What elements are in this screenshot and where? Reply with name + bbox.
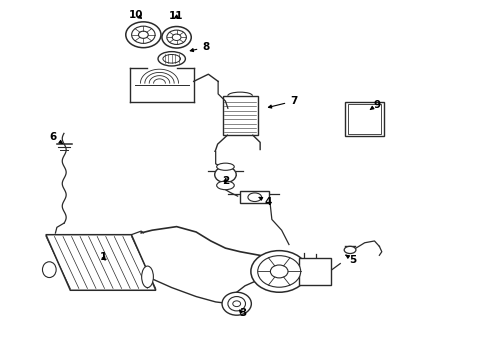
Ellipse shape bbox=[43, 262, 56, 278]
Text: 6: 6 bbox=[50, 132, 62, 144]
Polygon shape bbox=[46, 235, 156, 290]
Text: 11: 11 bbox=[169, 11, 183, 21]
Ellipse shape bbox=[222, 292, 251, 315]
Text: 2: 2 bbox=[222, 176, 229, 186]
Text: 8: 8 bbox=[190, 42, 210, 52]
Bar bbox=[345, 102, 384, 136]
Ellipse shape bbox=[258, 256, 301, 287]
Ellipse shape bbox=[172, 34, 181, 41]
Ellipse shape bbox=[248, 193, 262, 202]
Ellipse shape bbox=[158, 51, 185, 66]
Ellipse shape bbox=[132, 26, 155, 43]
Ellipse shape bbox=[139, 31, 148, 39]
Ellipse shape bbox=[270, 265, 288, 278]
Text: 7: 7 bbox=[269, 96, 297, 108]
Ellipse shape bbox=[215, 167, 236, 183]
Ellipse shape bbox=[167, 30, 186, 44]
Ellipse shape bbox=[217, 163, 234, 170]
Bar bbox=[222, 96, 258, 135]
Bar bbox=[348, 104, 381, 134]
Text: 10: 10 bbox=[129, 10, 144, 20]
Text: 9: 9 bbox=[370, 100, 381, 110]
Text: 5: 5 bbox=[346, 255, 356, 265]
Ellipse shape bbox=[344, 246, 356, 253]
Ellipse shape bbox=[251, 251, 308, 292]
Ellipse shape bbox=[126, 22, 161, 48]
Ellipse shape bbox=[233, 301, 241, 307]
Bar bbox=[240, 192, 270, 203]
Text: 3: 3 bbox=[239, 309, 246, 318]
Ellipse shape bbox=[228, 297, 245, 311]
Ellipse shape bbox=[217, 181, 234, 190]
Ellipse shape bbox=[163, 54, 180, 63]
Text: 1: 1 bbox=[99, 252, 107, 262]
Text: 4: 4 bbox=[259, 197, 272, 207]
Ellipse shape bbox=[142, 266, 153, 288]
Bar bbox=[299, 258, 331, 285]
Ellipse shape bbox=[162, 27, 191, 48]
